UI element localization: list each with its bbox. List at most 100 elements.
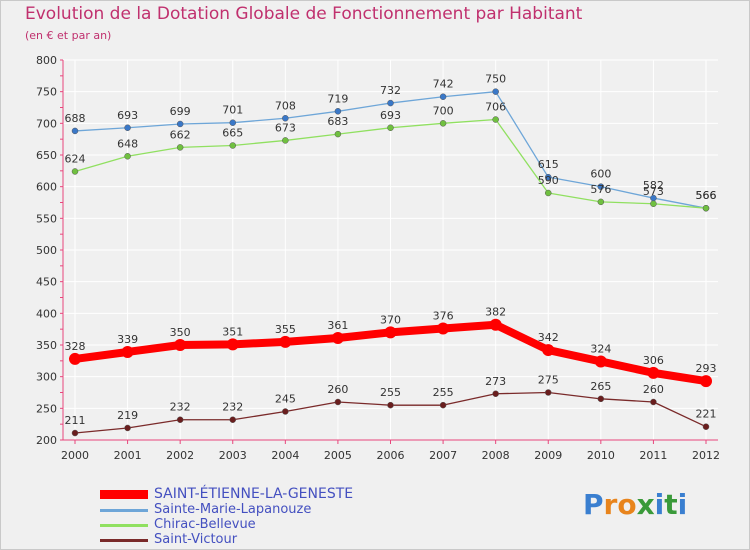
y-tick-label: 550 bbox=[36, 212, 57, 225]
data-label: 648 bbox=[117, 137, 138, 150]
y-tick-label: 400 bbox=[36, 307, 57, 320]
data-point bbox=[647, 366, 660, 379]
data-point bbox=[650, 200, 657, 208]
data-label: 361 bbox=[327, 319, 348, 332]
data-point bbox=[229, 416, 236, 423]
data-label: 219 bbox=[117, 409, 138, 422]
data-point bbox=[439, 93, 447, 100]
y-tick-label: 600 bbox=[36, 181, 57, 194]
data-point bbox=[124, 153, 131, 160]
legend-label: Sainte-Marie-Lapanouze bbox=[154, 502, 312, 517]
data-point bbox=[492, 116, 499, 123]
legend-swatch bbox=[100, 539, 148, 542]
data-label: 382 bbox=[485, 306, 506, 319]
data-label: 750 bbox=[485, 73, 506, 86]
logo-letter: r bbox=[603, 488, 618, 521]
data-point bbox=[176, 120, 184, 128]
data-point bbox=[492, 390, 499, 398]
data-label: 324 bbox=[590, 342, 611, 355]
data-label: 245 bbox=[275, 393, 296, 406]
data-label: 355 bbox=[275, 323, 296, 336]
data-point bbox=[282, 137, 289, 144]
data-point bbox=[334, 108, 342, 115]
x-tick-label: 2010 bbox=[587, 449, 615, 462]
data-point bbox=[702, 204, 710, 212]
data-point bbox=[492, 88, 499, 95]
data-point bbox=[439, 120, 447, 127]
data-label: 699 bbox=[170, 105, 191, 118]
data-label: 693 bbox=[117, 109, 138, 122]
data-point bbox=[334, 398, 342, 406]
data-point bbox=[282, 408, 289, 415]
y-tick-label: 500 bbox=[36, 244, 57, 257]
data-point bbox=[700, 375, 712, 388]
data-point bbox=[71, 168, 79, 175]
data-point bbox=[176, 144, 184, 151]
data-point bbox=[542, 344, 555, 357]
data-point bbox=[121, 345, 134, 358]
logo-letter: t bbox=[664, 488, 678, 521]
data-point bbox=[597, 395, 605, 403]
x-tick-label: 2009 bbox=[534, 449, 562, 462]
data-label: 232 bbox=[170, 401, 191, 414]
data-label: 221 bbox=[696, 408, 717, 421]
x-tick-label: 2001 bbox=[114, 449, 142, 462]
data-point bbox=[650, 398, 657, 406]
data-point bbox=[334, 130, 342, 138]
data-point bbox=[229, 142, 236, 149]
y-tick-label: 450 bbox=[36, 276, 57, 289]
data-point bbox=[387, 99, 394, 107]
data-label: 708 bbox=[275, 99, 296, 112]
data-label: 232 bbox=[222, 401, 243, 414]
y-tick-label: 200 bbox=[36, 434, 57, 447]
data-point bbox=[545, 389, 552, 396]
data-label: 260 bbox=[643, 383, 664, 396]
data-label: 273 bbox=[485, 375, 506, 388]
y-tick-label: 700 bbox=[36, 117, 57, 130]
legend-swatch bbox=[100, 509, 148, 512]
data-label: 615 bbox=[538, 158, 559, 171]
data-label: 693 bbox=[380, 109, 401, 122]
data-label: 700 bbox=[433, 104, 454, 117]
data-point bbox=[331, 332, 344, 345]
y-tick-label: 300 bbox=[36, 371, 57, 384]
data-label: 600 bbox=[590, 168, 611, 181]
data-label: 350 bbox=[170, 326, 191, 339]
data-label: 260 bbox=[327, 383, 348, 396]
data-point bbox=[384, 326, 397, 339]
chart-subtitle: (en € et par an) bbox=[25, 29, 112, 42]
x-tick-label: 2005 bbox=[324, 449, 352, 462]
data-label: 255 bbox=[433, 386, 454, 399]
legend-swatch bbox=[100, 524, 148, 527]
proxiti-logo: Proxiti bbox=[583, 488, 687, 521]
data-label: 328 bbox=[65, 340, 86, 353]
y-tick-label: 350 bbox=[36, 339, 57, 352]
data-label: 566 bbox=[696, 189, 717, 202]
data-label: 662 bbox=[170, 128, 191, 141]
data-label: 706 bbox=[485, 101, 506, 114]
data-label: 566 bbox=[696, 189, 717, 202]
x-tick-label: 2004 bbox=[271, 449, 299, 462]
data-point bbox=[282, 115, 289, 122]
logo-letter: i bbox=[677, 488, 688, 521]
chart-title: Evolution de la Dotation Globale de Fonc… bbox=[25, 4, 583, 24]
data-label: 573 bbox=[643, 185, 664, 198]
data-point bbox=[545, 189, 552, 197]
data-label: 665 bbox=[222, 127, 243, 140]
x-tick-label: 2003 bbox=[219, 449, 247, 462]
data-label: 590 bbox=[538, 174, 559, 187]
data-point bbox=[279, 335, 292, 348]
data-point bbox=[387, 401, 394, 409]
data-label: 732 bbox=[380, 84, 401, 97]
data-label: 275 bbox=[538, 374, 559, 387]
data-label: 306 bbox=[643, 354, 664, 367]
data-label: 673 bbox=[275, 121, 296, 134]
data-label: 351 bbox=[222, 325, 243, 338]
data-label: 211 bbox=[65, 414, 86, 427]
y-tick-label: 800 bbox=[36, 54, 57, 67]
legend-label: Saint-Victour bbox=[154, 532, 238, 547]
y-tick-label: 250 bbox=[36, 402, 57, 415]
data-point bbox=[437, 322, 450, 335]
data-label: 265 bbox=[590, 380, 611, 393]
